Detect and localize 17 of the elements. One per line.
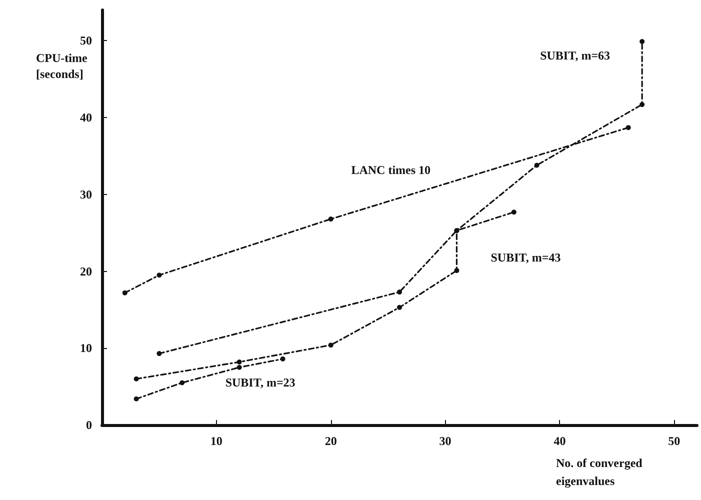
series-label: SUBIT, m=23 bbox=[225, 375, 296, 390]
x-tick-label: 10 bbox=[210, 434, 222, 448]
x-tick-label: 40 bbox=[554, 434, 566, 448]
text: SUBIT, m=63 bbox=[540, 48, 610, 63]
y-tick-label: 30 bbox=[80, 187, 92, 202]
y-tick-label: 10 bbox=[80, 341, 92, 356]
x-tick-label: 50 bbox=[668, 434, 680, 448]
x-tick-label: 30 bbox=[439, 434, 452, 448]
y-tick-label: 40 bbox=[80, 110, 92, 125]
x-tick-label: 20 bbox=[324, 434, 337, 448]
y-tick-label: 0 bbox=[86, 418, 92, 432]
series-label: LANC times 10 bbox=[351, 163, 431, 178]
x-axis-title: No. of converged eigenvalues bbox=[556, 456, 646, 488]
y-tick-label: 50 bbox=[80, 34, 92, 48]
text: SUBIT, m=43 bbox=[490, 250, 561, 265]
y-tick-label: 20 bbox=[80, 264, 92, 278]
y-axis-title: CPU-time [seconds] bbox=[36, 51, 90, 81]
